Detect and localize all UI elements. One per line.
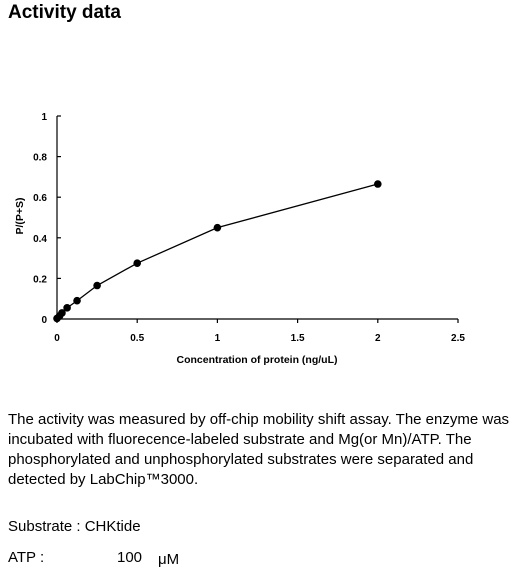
- y-ticks: 0 0.2 0.4 0.6 0.8 1: [33, 112, 61, 326]
- y-axis-label: P/(P+S): [14, 197, 26, 234]
- y-axis: 0 0.2 0.4 0.6 0.8 1: [33, 112, 61, 326]
- x-tick-label: 0: [54, 333, 60, 344]
- x-tick-label: 0.5: [130, 333, 144, 344]
- y-tick-label: 1: [41, 112, 47, 123]
- atp-value: 100: [117, 549, 143, 566]
- x-ticks: 0 0.5 1 1.5 2 2.5: [54, 319, 465, 344]
- data-point: [73, 296, 81, 305]
- page-title: Activity data: [8, 2, 121, 23]
- atp-unit: μM: [158, 551, 180, 568]
- x-axis-label: Concentration of protein (ng/uL): [177, 354, 338, 366]
- substrate-info: Substrate : CHKtide: [8, 518, 141, 535]
- x-tick-label: 1.5: [291, 333, 305, 344]
- x-tick-label: 2: [375, 333, 381, 344]
- y-tick-label: 0.6: [33, 193, 47, 204]
- series-group: [53, 180, 382, 323]
- y-tick-label: 0.2: [33, 274, 47, 285]
- data-point: [213, 223, 222, 232]
- activity-chart: 0 0.5 1 1.5 2 2.5 0 0.2 0.4 0.6 0.8 1 Concentratio…: [14, 112, 465, 366]
- data-point: [93, 281, 101, 290]
- data-point: [58, 309, 66, 317]
- x-axis: 0 0.5 1 1.5 2 2.5: [54, 318, 465, 344]
- x-tick-label: 2.5: [451, 333, 465, 344]
- data-point: [133, 259, 141, 267]
- x-tick-label: 1: [215, 333, 221, 344]
- data-point: [63, 304, 71, 312]
- y-tick-label: 0.8: [33, 153, 47, 164]
- y-tick-label: 0.4: [33, 234, 47, 245]
- assay-description: The activity was measured by off-chip mo…: [8, 411, 510, 488]
- y-tick-label: 0: [41, 315, 47, 326]
- series-line: [56, 183, 378, 319]
- data-point: [374, 180, 382, 188]
- atp-label: ATP :: [8, 549, 45, 566]
